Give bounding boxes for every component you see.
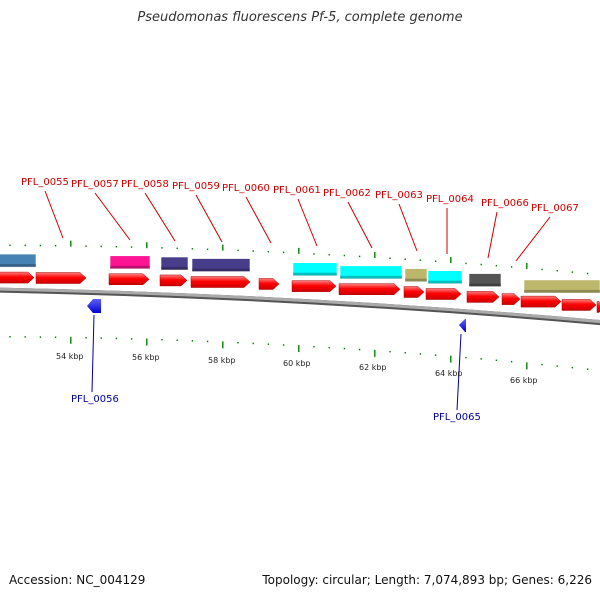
tick-row-inner	[9, 336, 589, 370]
gene-label-pfl-0061[interactable]: PFL_0061	[273, 185, 321, 196]
cog-box	[160, 256, 189, 271]
gene-label-pfl-0057[interactable]: PFL_0057	[71, 179, 119, 190]
forward-gene-arrow	[425, 288, 462, 300]
cog-box	[109, 255, 151, 270]
leader-line	[44, 190, 64, 239]
gene-label-pfl-0056[interactable]: PFL_0056	[71, 394, 119, 405]
scale-label: 54 kbp	[56, 352, 84, 361]
cog-box-shadow	[293, 272, 337, 276]
forward-gene-arrow	[35, 272, 87, 284]
cog-box-shadow	[524, 289, 600, 293]
cog-box	[468, 273, 502, 287]
leader-line	[245, 196, 272, 244]
forward-gene-arrow	[520, 295, 562, 308]
forward-gene-track	[0, 271, 600, 313]
forward-gene-arrow	[561, 299, 597, 311]
cog-box-shadow	[161, 266, 188, 270]
scale-labels: 54 kbp 56 kbp 58 kbp 60 kbp 62 kbp 64 kb…	[56, 352, 538, 385]
gene-label-pfl-0063[interactable]: PFL_0063	[375, 190, 423, 201]
forward-gene-labels: PFL_0055 PFL_0057 PFL_0058 PFL_0059 PFL_…	[21, 177, 579, 214]
forward-gene-arrow	[258, 278, 280, 290]
scale-label: 60 kbp	[283, 359, 311, 368]
gene-label-pfl-0065[interactable]: PFL_0065	[433, 412, 481, 423]
gene-label-pfl-0064[interactable]: PFL_0064	[426, 194, 474, 205]
cog-box-shadow	[192, 268, 250, 272]
cog-box	[427, 270, 463, 284]
reverse-gene-arrow	[87, 299, 101, 313]
accession-text: Accession: NC_004129	[9, 573, 146, 587]
leader-line	[398, 203, 418, 252]
forward-gene-arrow	[190, 276, 251, 288]
cog-box	[0, 253, 37, 268]
leader-line	[297, 198, 318, 247]
cog-box	[523, 279, 600, 294]
forward-gene-arrow	[159, 274, 188, 287]
gene-label-pfl-0059[interactable]: PFL_0059	[172, 181, 220, 192]
leader-line	[487, 211, 498, 259]
cog-box	[292, 262, 338, 277]
gene-label-pfl-0060[interactable]: PFL_0060	[222, 183, 270, 194]
cog-box-shadow	[469, 283, 501, 287]
forward-gene-arrow	[291, 280, 337, 292]
scale-label: 66 kbp	[510, 376, 538, 385]
leader-line	[195, 194, 223, 243]
genome-title: Pseudomonas fluorescens Pf-5, complete g…	[137, 10, 463, 25]
scale-label: 64 kbp	[435, 369, 463, 378]
gene-label-pfl-0062[interactable]: PFL_0062	[323, 188, 371, 199]
forward-gene-arrow	[466, 291, 500, 303]
cog-box-shadow	[428, 280, 462, 284]
scale-label: 58 kbp	[208, 356, 236, 365]
forward-gene-arrow	[501, 293, 521, 305]
forward-gene-arrow	[338, 283, 401, 295]
leader-line	[94, 192, 131, 241]
leader-line	[144, 192, 176, 242]
leader-line	[347, 201, 373, 249]
cog-box	[191, 258, 251, 272]
reverse-gene-labels: PFL_0056 PFL_0065	[71, 394, 481, 423]
reverse-gene-arrow	[459, 319, 466, 332]
leader-line	[91, 314, 95, 393]
gene-label-pfl-0058[interactable]: PFL_0058	[121, 179, 169, 190]
forward-gene-arrow	[0, 271, 35, 284]
gene-label-pfl-0066[interactable]: PFL_0066	[481, 198, 529, 209]
genome-summary-text: Topology: circular; Length: 7,074,893 bp…	[262, 573, 592, 587]
gene-label-pfl-0067[interactable]: PFL_0067	[531, 203, 579, 214]
cog-box-track	[0, 253, 600, 294]
gene-label-pfl-0055[interactable]: PFL_0055	[21, 177, 69, 188]
scale-label: 62 kbp	[359, 363, 387, 372]
cog-box	[404, 268, 428, 282]
cog-box-shadow	[110, 265, 150, 269]
cog-box-shadow	[405, 278, 427, 282]
leader-line	[515, 216, 551, 262]
forward-gene-arrow	[108, 273, 150, 286]
cog-box	[339, 265, 403, 280]
label-leader-lines	[44, 190, 551, 411]
reverse-gene-track	[87, 299, 466, 332]
scale-label: 56 kbp	[132, 353, 160, 362]
backbone	[0, 287, 600, 324]
leader-line	[456, 333, 462, 411]
forward-gene-arrow	[403, 286, 425, 298]
forward-gene-arrow	[596, 301, 600, 313]
tick-row-outer	[9, 240, 589, 275]
cog-box-shadow	[0, 264, 36, 268]
cog-box-shadow	[340, 275, 402, 279]
